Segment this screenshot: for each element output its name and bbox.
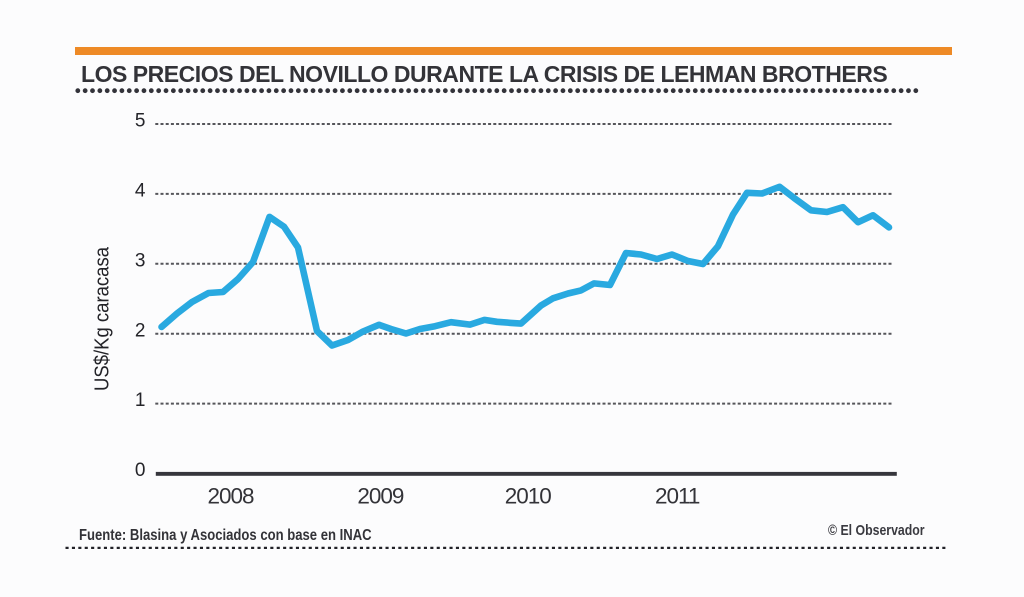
svg-text:5: 5 — [135, 111, 146, 132]
svg-text:3: 3 — [135, 250, 146, 271]
svg-text:US$/Kg caracasa: US$/Kg caracasa — [92, 246, 114, 391]
svg-text:2: 2 — [135, 320, 146, 341]
svg-text:0: 0 — [135, 460, 146, 481]
svg-text:2009: 2009 — [357, 483, 404, 508]
svg-text:2008: 2008 — [207, 483, 254, 508]
svg-text:1: 1 — [135, 390, 146, 411]
svg-text:4: 4 — [135, 181, 146, 202]
svg-text:2011: 2011 — [655, 483, 700, 508]
svg-text:2010: 2010 — [505, 483, 552, 508]
